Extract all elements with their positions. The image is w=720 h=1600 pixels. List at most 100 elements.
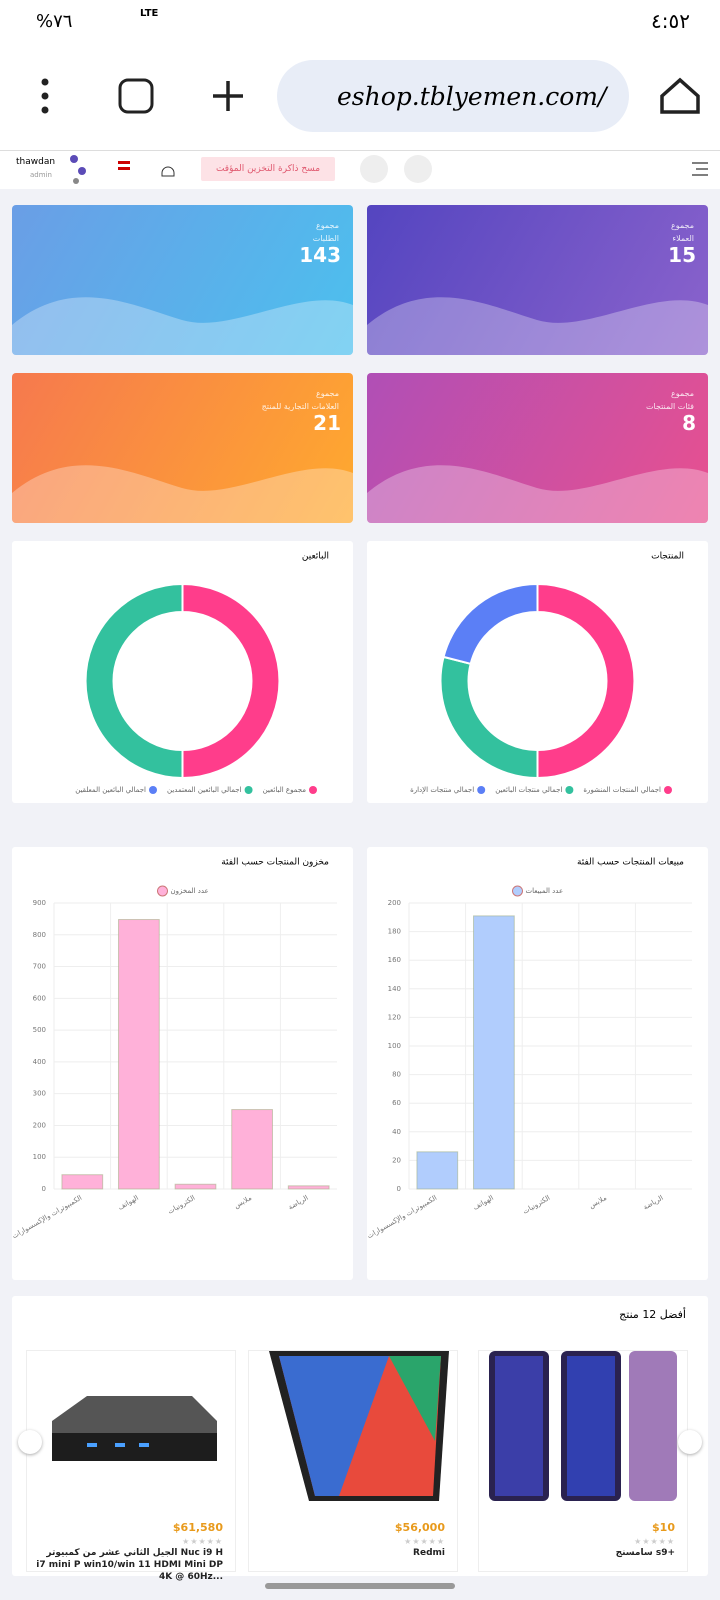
y-tick-label: 80 bbox=[392, 1071, 401, 1079]
product-card[interactable]: $56,000 ★★★★★ Redmi bbox=[248, 1350, 458, 1572]
url: eshop.tblyemen.com/ bbox=[337, 82, 607, 111]
clear-cache-button[interactable]: مسح ذاكرة التخزين المؤقت bbox=[201, 157, 335, 181]
rating: ★★★★★ bbox=[182, 1537, 223, 1546]
legend-label: عدد المبيعات bbox=[526, 887, 564, 895]
chart-panel: مخزون المنتجات حسب الفئة عدد المخزون 0 100 2… bbox=[12, 847, 353, 1280]
x-tick-label: الكمبيوترات والإكسسوارات bbox=[12, 1194, 83, 1240]
legend-swatch bbox=[149, 786, 157, 794]
language-button[interactable] bbox=[404, 155, 432, 183]
bar bbox=[287, 1185, 330, 1190]
x-tick-label: الكمبيوترات والإكسسوارات bbox=[367, 1194, 438, 1240]
card-label: مجموع bbox=[671, 389, 694, 398]
y-tick-label: 200 bbox=[33, 1121, 46, 1129]
product-name: Redmi bbox=[413, 1548, 445, 1558]
wave bbox=[367, 465, 708, 523]
clock: ٤:٥٢ bbox=[651, 9, 690, 33]
chart: البائعين مجموع البائعين اجمالي البائعين ال… bbox=[75, 552, 329, 794]
card-name: العلامات التجارية للمنتج bbox=[261, 402, 339, 411]
x-tick-label: الهواتف bbox=[472, 1194, 495, 1212]
legend-label: اجمالي منتجات الإدارة bbox=[410, 786, 474, 794]
home-indicator bbox=[265, 1583, 455, 1589]
chart: مبيعات المنتجات حسب الفئة عدد المبيعات 0 20… bbox=[367, 858, 692, 1240]
y-tick-label: 200 bbox=[388, 899, 401, 907]
product-image bbox=[489, 1351, 677, 1501]
chart-title: مبيعات المنتجات حسب الفئة bbox=[577, 858, 684, 868]
legend-label: اجمالي منتجات البائعين bbox=[495, 786, 562, 794]
product-price: $56,000 bbox=[394, 1521, 445, 1534]
product-card[interactable]: $61,580 ★★★★★ الجيل الثاني عشر من كمبيوت… bbox=[26, 1350, 236, 1582]
product-price: $61,580 bbox=[172, 1521, 223, 1534]
doughnut-segment bbox=[442, 582, 539, 666]
card-name: فئات المنتجات bbox=[646, 402, 694, 411]
url-box[interactable]: eshop.tblyemen.com/ bbox=[277, 60, 629, 132]
doughnut-segment bbox=[536, 582, 636, 780]
rating: ★★★★★ bbox=[404, 1537, 445, 1546]
site-header: thawdan admin مسح ذاكرة التخزين المؤقت bbox=[0, 151, 720, 189]
card-name: الطلبات bbox=[312, 234, 339, 243]
bar bbox=[473, 915, 515, 1190]
menu-button[interactable] bbox=[690, 161, 710, 177]
status-bar: %٧٦ LTE ٤:٥٢ bbox=[0, 0, 720, 44]
legend-swatch bbox=[512, 885, 523, 897]
x-tick-label: ملابس bbox=[588, 1194, 608, 1210]
y-tick-label: 400 bbox=[33, 1058, 46, 1066]
products-title: أفضل 12 منتج bbox=[619, 1308, 686, 1321]
doughnut-segment bbox=[439, 655, 539, 780]
card-value: 143 bbox=[299, 243, 341, 267]
legend-swatch bbox=[565, 786, 574, 794]
bar bbox=[174, 1183, 217, 1190]
legend-swatch bbox=[664, 786, 672, 794]
products-panel: أفضل 12 منتج $10 ★★★★★ سامسنج s9+ $56,00… bbox=[12, 1296, 708, 1582]
legend-label: اجمالي البائعين المعتمدين bbox=[167, 786, 242, 794]
network: LTE bbox=[140, 8, 159, 19]
doughnut-segment bbox=[181, 582, 281, 780]
wave bbox=[12, 297, 353, 355]
legend-label: اجمالي البائعين المعلقين bbox=[75, 786, 146, 794]
browser-icons bbox=[41, 77, 700, 114]
y-tick-label: 0 bbox=[42, 1185, 46, 1193]
y-tick-label: 900 bbox=[33, 899, 46, 907]
product-name: الجيل الثاني عشر من كمبيوتر Nuc i9 H i7 … bbox=[36, 1548, 223, 1582]
carousel-next[interactable] bbox=[678, 1430, 702, 1454]
y-tick-label: 180 bbox=[388, 928, 401, 936]
x-tick-label: الرياضة bbox=[287, 1194, 310, 1212]
product-image bbox=[52, 1396, 217, 1461]
browser-bar: eshop.tblyemen.com/ bbox=[0, 44, 720, 151]
chart: المنتجات اجمالي المنتجات المنشورة اجمالي م… bbox=[410, 552, 684, 794]
legend-swatch bbox=[157, 885, 168, 897]
card-label: مجموع فئات المنتجات bbox=[646, 387, 694, 413]
rating: ★★★★★ bbox=[634, 1537, 675, 1546]
legend-label: اجمالي المنتجات المنشورة bbox=[583, 786, 661, 794]
header-icons bbox=[70, 155, 175, 184]
card-value: 21 bbox=[313, 411, 341, 435]
product-card[interactable]: $10 ★★★★★ سامسنج s9+ bbox=[478, 1350, 688, 1572]
legend-label: مجموع البائعين bbox=[263, 786, 307, 794]
x-tick-label: الرياضة bbox=[642, 1194, 665, 1212]
card-name: العملاء bbox=[672, 234, 694, 243]
x-tick-label: الهواتف bbox=[117, 1194, 140, 1212]
y-tick-label: 700 bbox=[33, 963, 46, 971]
y-tick-label: 0 bbox=[397, 1185, 401, 1193]
stat-card: مجموع الطلبات 143 bbox=[12, 205, 353, 355]
bar bbox=[61, 1174, 104, 1190]
y-tick-label: 500 bbox=[33, 1026, 46, 1034]
chart-title: المنتجات bbox=[651, 552, 684, 562]
battery: %٧٦ bbox=[36, 11, 73, 32]
x-tick-label: الكترونيات bbox=[166, 1194, 196, 1216]
card-label: مجموع bbox=[671, 221, 694, 230]
stat-card: مجموع العملاء 15 bbox=[367, 205, 708, 355]
card-label: مجموع العملاء bbox=[671, 219, 694, 245]
y-tick-label: 120 bbox=[388, 1013, 401, 1021]
user-role: admin bbox=[30, 171, 52, 179]
chart: مخزون المنتجات حسب الفئة عدد المخزون 0 100 2… bbox=[12, 858, 337, 1240]
legend-swatch bbox=[244, 786, 253, 794]
chart-panel: المنتجات اجمالي المنتجات المنشورة اجمالي م… bbox=[367, 541, 708, 803]
card-label: مجموع الطلبات bbox=[313, 219, 339, 245]
print-button[interactable] bbox=[360, 155, 388, 183]
card-label: مجموع العلامات التجارية للمنتج bbox=[262, 387, 339, 413]
y-tick-label: 800 bbox=[33, 931, 46, 939]
product-name: سامسنج s9+ bbox=[615, 1548, 675, 1558]
carousel-prev[interactable] bbox=[18, 1430, 42, 1454]
y-tick-label: 60 bbox=[392, 1099, 401, 1107]
